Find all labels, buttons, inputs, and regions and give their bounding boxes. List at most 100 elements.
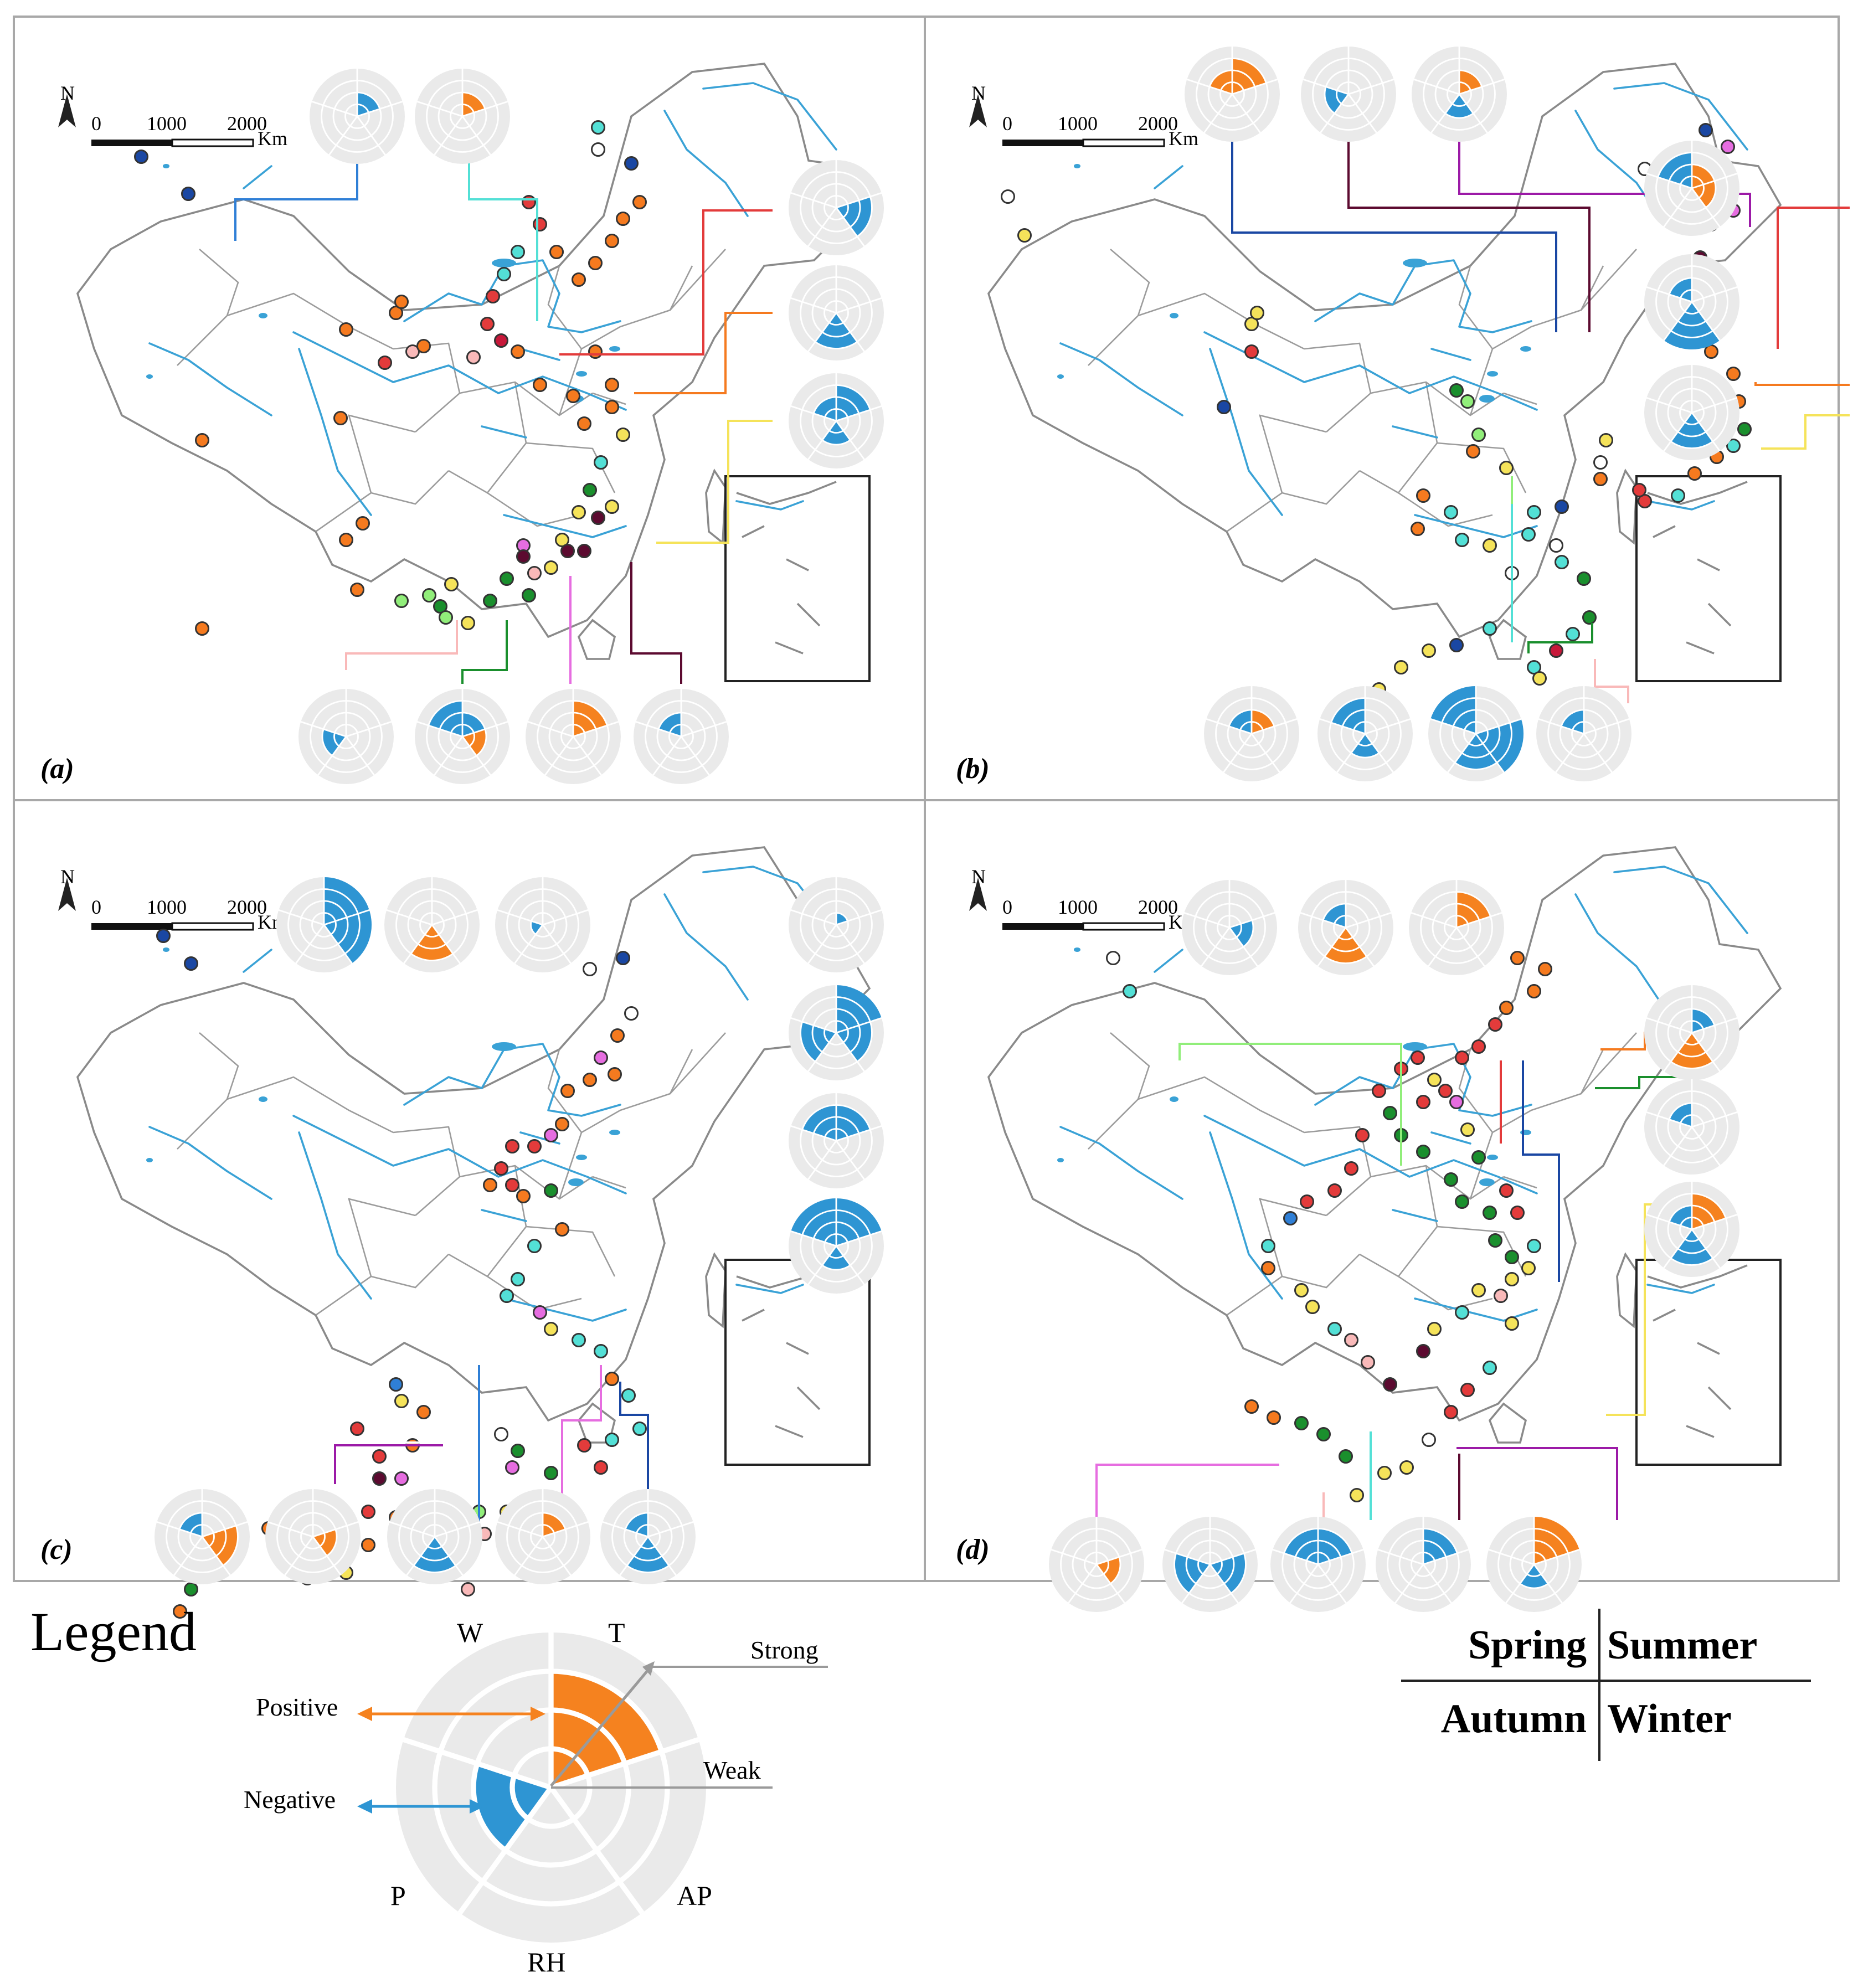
rose-divider [1663, 188, 1693, 228]
site-marker [1549, 538, 1563, 553]
rose-p3-7 [1162, 1517, 1258, 1612]
rose-divider [1646, 286, 1692, 303]
leader-line [234, 161, 358, 241]
rose-divider [1365, 718, 1411, 735]
scale-bar-open [1082, 922, 1165, 931]
site-marker [483, 594, 497, 608]
site-marker [1494, 1289, 1508, 1303]
leader-line [630, 562, 682, 684]
rose-p3-8 [1270, 1517, 1366, 1612]
site-marker [572, 505, 586, 519]
rose-divider [434, 116, 464, 156]
rose-divider [1458, 94, 1488, 133]
rose-divider [835, 1140, 865, 1180]
rose-divider [550, 1737, 699, 1790]
rose-divider [267, 1521, 313, 1538]
site-marker [1217, 400, 1231, 414]
site-marker [1244, 1399, 1259, 1414]
site-marker [1699, 123, 1713, 137]
rose-p2-8 [265, 1489, 361, 1584]
site-marker [378, 356, 392, 370]
rose-divider [573, 721, 619, 738]
rose-divider [1209, 1564, 1239, 1604]
rose-divider [807, 207, 837, 247]
rose-divider [312, 1536, 342, 1576]
season-key: Spring Summer Autumn Winter [1401, 1609, 1811, 1761]
site-marker [1316, 1427, 1331, 1441]
rose-divider [790, 1125, 837, 1142]
rose-charts [155, 877, 884, 1584]
site-marker [333, 411, 348, 425]
scale-tick-label: 0 [91, 896, 101, 918]
rose-p2-3 [789, 877, 884, 972]
rose-divider [542, 1536, 572, 1576]
rose-wedge-ap [1229, 920, 1254, 947]
site-marker [1267, 1410, 1281, 1425]
rose-p2-10 [495, 1489, 590, 1584]
rose-wedge-rh [411, 925, 453, 961]
rose-divider [1456, 912, 1502, 929]
rose-p1-5 [1644, 365, 1739, 460]
rose-divider [1096, 1549, 1142, 1565]
negative-label: Negative [244, 1785, 336, 1814]
rose-divider [1223, 733, 1253, 773]
site-marker [1521, 527, 1536, 542]
rose-p1-4 [1644, 254, 1739, 349]
site-marker [1555, 499, 1569, 514]
site-marker [605, 234, 619, 248]
rose-divider [1289, 1564, 1319, 1604]
rose-wedge-ap [1210, 1553, 1246, 1594]
rose-p0-6 [415, 689, 510, 784]
site-marker [1422, 643, 1436, 658]
site-marker [394, 1394, 409, 1408]
site-marker [1244, 344, 1259, 359]
site-marker [1327, 1322, 1342, 1336]
rose-divider [790, 1017, 837, 1034]
site-marker [1106, 951, 1120, 965]
north-label: N [60, 866, 75, 888]
site-marker [566, 389, 580, 403]
rose-divider [1455, 927, 1485, 967]
site-marker [605, 378, 619, 392]
scale-unit: Km [1169, 127, 1198, 150]
site-marker [1444, 505, 1458, 519]
site-marker [588, 344, 603, 359]
site-marker [1250, 306, 1264, 320]
rose-divider [1051, 1549, 1097, 1565]
rose-divider [835, 312, 865, 352]
site-marker [195, 433, 209, 447]
rose-p3-10 [1486, 1517, 1582, 1612]
rose-divider [1317, 1564, 1347, 1604]
rose-p3-1 [1298, 880, 1393, 975]
rose-divider [1336, 733, 1366, 773]
site-marker [610, 1028, 625, 1043]
site-marker [583, 1073, 597, 1087]
site-marker [544, 1183, 558, 1198]
rose-divider [1413, 79, 1460, 95]
rose-divider [1691, 1017, 1738, 1034]
site-marker [605, 400, 619, 414]
rose-divider [1691, 301, 1721, 341]
rose-wedge-p [1174, 1553, 1210, 1594]
site-marker [433, 599, 447, 614]
rose-divider [807, 924, 837, 964]
site-marker [1460, 1383, 1475, 1397]
rose-divider [1533, 1564, 1563, 1604]
site-marker [416, 1405, 431, 1419]
rose-divider [1186, 79, 1233, 95]
site-marker [1538, 962, 1552, 976]
site-marker [1721, 140, 1735, 154]
site-marker [1017, 228, 1032, 243]
leader-line [345, 620, 458, 670]
rose-divider [1646, 1111, 1692, 1128]
site-marker [1460, 394, 1475, 409]
site-marker [1416, 1095, 1430, 1109]
rose-divider [1646, 1214, 1692, 1230]
rose-divider [1691, 412, 1721, 452]
rose-wedge-rh [1671, 1229, 1713, 1265]
rose-divider [807, 1140, 837, 1180]
site-marker [500, 571, 514, 586]
rose-divider [836, 1230, 882, 1247]
